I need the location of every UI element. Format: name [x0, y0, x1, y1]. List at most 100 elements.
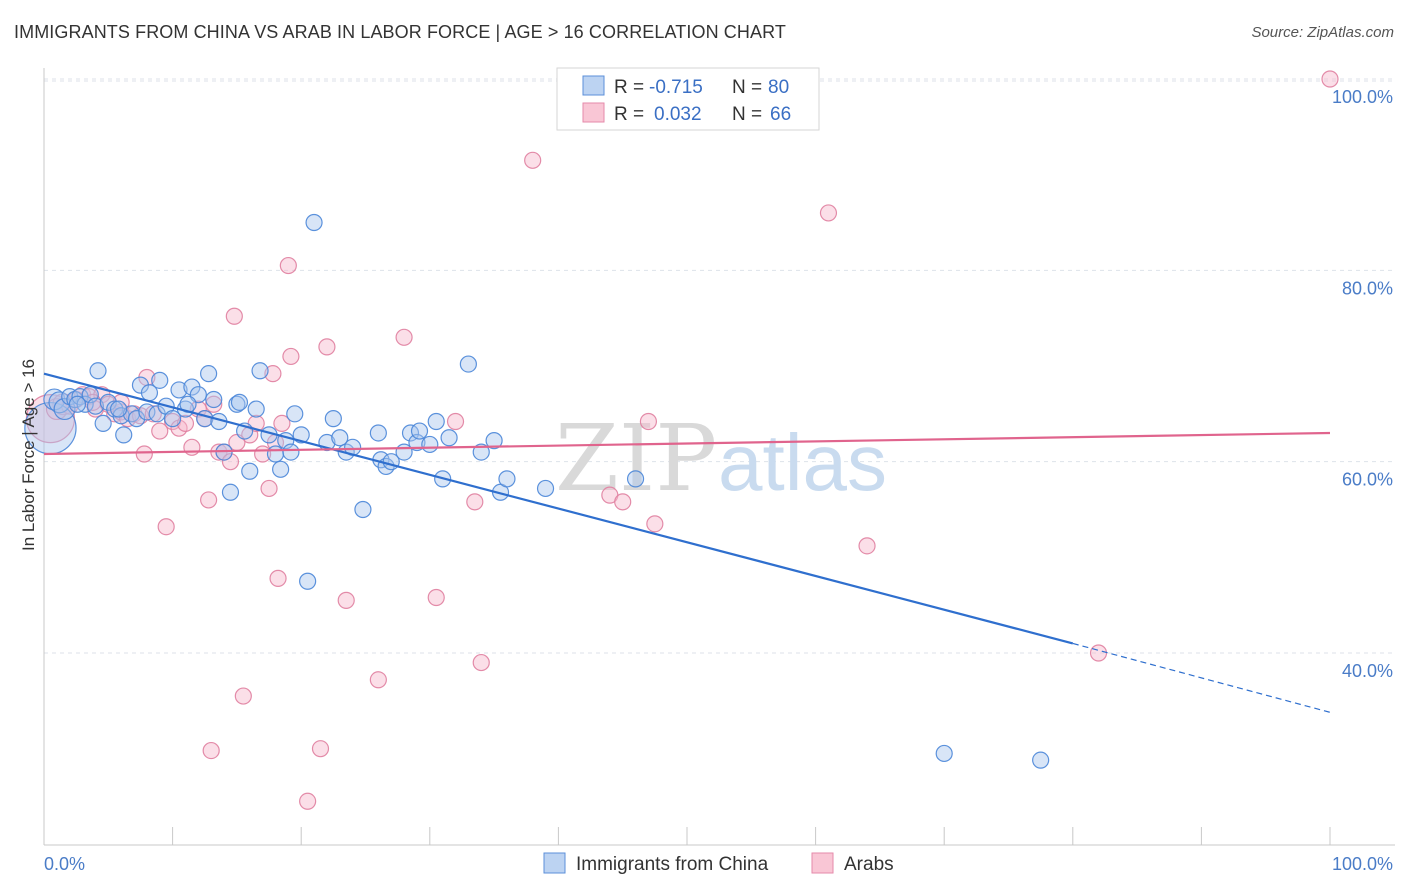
china-point [354, 500, 372, 519]
bottom-legend-label-china: Immigrants from China [576, 854, 769, 875]
china-point [94, 414, 112, 432]
arabs-point [646, 515, 664, 533]
china-point [485, 432, 503, 450]
legend-swatch-pink [582, 102, 605, 123]
arabs-point [225, 307, 243, 325]
china-point [205, 390, 223, 409]
arabs-point [157, 518, 175, 536]
axes [43, 68, 1395, 846]
bottom-legend-label-arabs: Arabs [844, 854, 894, 875]
arabs-point [299, 792, 317, 810]
bottom-legend: Immigrants from China Arabs [543, 852, 894, 875]
china-point [151, 371, 169, 389]
legend-n-label-pink: N = [732, 104, 762, 125]
arabs-point [858, 537, 876, 555]
arabs-point [395, 328, 413, 346]
china-point [251, 362, 269, 380]
china-point [536, 479, 555, 498]
china-point [106, 400, 124, 418]
arabs-trend-line [43, 431, 1331, 456]
arabs-point [144, 405, 162, 423]
china-point [86, 397, 105, 415]
china-point [89, 362, 107, 380]
china-point [324, 410, 342, 428]
chart-source: Source: ZipAtlas.com [1251, 24, 1394, 41]
arabs-point [279, 256, 297, 275]
legend-box: R = -0.715 N = 80 R = 0.032 N = 66 [556, 67, 820, 131]
arabs-point [135, 445, 153, 463]
arabs-point [819, 204, 838, 222]
arabs-point [176, 414, 195, 432]
china-point [196, 410, 214, 428]
china-point [109, 400, 128, 418]
china-point [472, 443, 490, 461]
arabs-point [427, 588, 445, 607]
bottom-legend-swatch-arabs [811, 852, 834, 874]
y-tick-label-0: 40.0% [1342, 661, 1393, 681]
arabs-point [639, 412, 658, 431]
legend-swatch-blue [582, 75, 605, 96]
china-point [68, 395, 87, 413]
china-points [24, 213, 1050, 769]
china-point [459, 355, 477, 373]
legend-r-value-blue: -0.715 [649, 77, 703, 98]
china-point [299, 572, 317, 590]
china-point [99, 393, 117, 411]
grid-lines [44, 78, 1395, 654]
y-tick-label-1: 60.0% [1342, 470, 1393, 490]
x-tick-label-min: 0.0% [44, 854, 85, 874]
china-point [369, 424, 387, 442]
arabs-point [311, 740, 330, 758]
china-point [421, 435, 439, 454]
trend-lines [43, 372, 1331, 713]
china-point [138, 403, 156, 421]
china-trend-line [43, 372, 1074, 645]
china-point [292, 426, 310, 444]
arabs-point [273, 414, 291, 432]
china-trend-extension [1072, 642, 1331, 713]
china-point [266, 445, 285, 463]
china-point [935, 744, 953, 763]
arabs-point [221, 453, 240, 471]
china-point [440, 429, 458, 447]
china-point [1032, 751, 1050, 769]
china-point [410, 422, 429, 440]
arabs-point [200, 491, 218, 509]
legend-n-label-blue: N = [732, 77, 762, 98]
chart-title: IMMIGRANTS FROM CHINA VS ARAB IN LABOR F… [14, 22, 786, 42]
arabs-point [151, 422, 169, 440]
legend-n-value-blue: 80 [768, 77, 789, 98]
arabs-point [318, 338, 336, 356]
china-point [164, 410, 182, 428]
y-tick-label-3: 100.0% [1332, 87, 1393, 107]
arabs-point [614, 493, 632, 511]
arabs-point [183, 438, 201, 456]
arabs-point [205, 395, 223, 413]
china-point [626, 470, 645, 488]
china-point [286, 405, 304, 423]
china-point [230, 393, 249, 411]
watermark-atlas: atlas [718, 418, 887, 507]
china-point [115, 426, 133, 444]
arabs-point [1089, 644, 1108, 662]
china-point [241, 462, 259, 480]
china-point [498, 470, 516, 488]
arabs-point [337, 591, 355, 609]
china-point [247, 400, 265, 418]
arabs-point [369, 671, 387, 689]
china-point [272, 460, 290, 478]
bottom-legend-swatch-china [543, 852, 566, 874]
china-point [170, 381, 188, 399]
china-point [282, 443, 300, 461]
china-point [200, 365, 218, 383]
arabs-point [466, 493, 484, 511]
arabs-point [202, 741, 220, 760]
china-point [66, 390, 84, 409]
x-tick-label-max: 100.0% [1332, 854, 1393, 874]
legend-r-label-blue: R = [614, 77, 644, 98]
legend-r-value-pink: 0.032 [654, 104, 702, 125]
arabs-point [1321, 70, 1339, 88]
y-tick-label-2: 80.0% [1342, 278, 1393, 298]
y-tick-labels: 40.0% 60.0% 80.0% 100.0% [1332, 87, 1393, 681]
